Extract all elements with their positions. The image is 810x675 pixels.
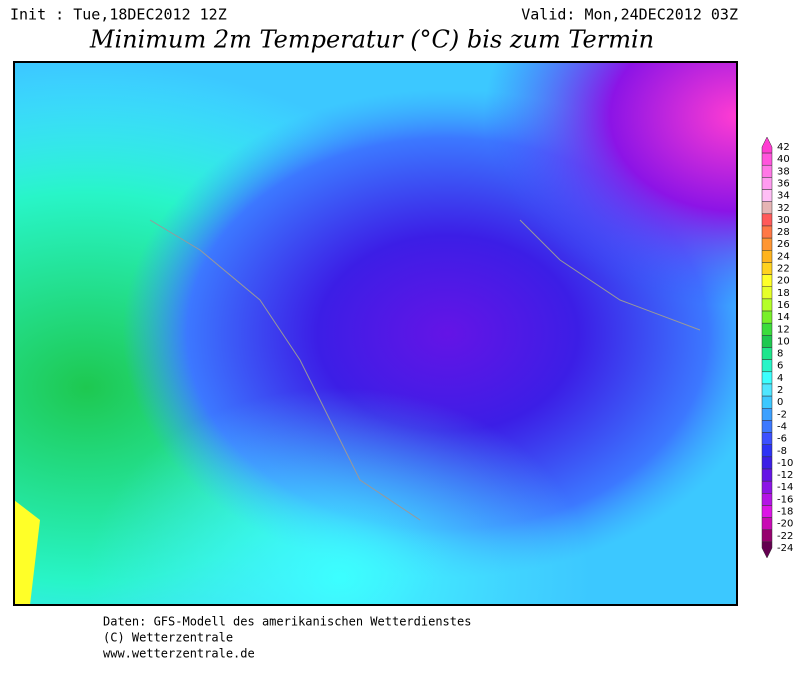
colorbar-label: 0	[777, 397, 783, 408]
colorbar-label: 38	[777, 166, 790, 177]
colorbar-segment	[761, 152, 773, 166]
coastline	[149, 219, 701, 521]
colorbar-label: -12	[777, 470, 793, 481]
colorbar-segment	[761, 359, 773, 373]
colorbar-label: 40	[777, 154, 790, 165]
valid-time: Valid: Mon,24DEC2012 03Z	[521, 6, 738, 24]
map-frame	[13, 61, 738, 606]
colorbar-segment	[761, 505, 773, 518]
colorbar-label: -20	[777, 519, 793, 530]
colorbar-segment	[761, 237, 773, 251]
footer-line: (C) Wetterzentrale	[103, 631, 233, 645]
colorbar-segment	[761, 274, 773, 287]
colorbar-segment	[761, 408, 773, 421]
colorbar-label: -24	[777, 543, 793, 554]
colorbar-segment	[761, 250, 773, 263]
colorbar-segment	[761, 444, 773, 458]
colorbar-segment	[761, 383, 773, 397]
colorbar-segment	[761, 310, 773, 324]
colorbar-label: 30	[777, 215, 790, 226]
colorbar-label: 10	[777, 336, 790, 347]
colorbar-label: -2	[777, 409, 787, 420]
footer-line: Daten: GFS-Modell des amerikanischen Wet…	[103, 615, 471, 629]
colorbar-segment	[761, 286, 773, 300]
colorbar-segment	[761, 177, 773, 190]
colorbar-segment	[761, 189, 773, 202]
colorbar-label: -10	[777, 458, 793, 469]
colorbar-label: 34	[777, 191, 790, 202]
colorbar-label: -8	[777, 446, 787, 457]
colorbar-label: 26	[777, 239, 790, 250]
colorbar-label: 20	[777, 276, 790, 287]
map	[13, 61, 738, 606]
colorbar-label: -22	[777, 531, 793, 542]
colorbar-label: 42	[777, 142, 790, 153]
init-time: Init : Tue,18DEC2012 12Z	[10, 6, 227, 24]
colorbar-label: 16	[777, 300, 790, 311]
colorbar-label: -6	[777, 434, 787, 445]
colorbar-segment	[761, 517, 773, 531]
colorbar-segment	[761, 164, 773, 178]
footer-line: www.wetterzentrale.de	[103, 647, 255, 661]
colorbar-label: 22	[777, 264, 790, 275]
colorbar-segment	[761, 201, 773, 215]
colorbar-segment	[761, 493, 773, 506]
colorbar-segment	[761, 225, 773, 239]
colorbar-segment	[761, 432, 773, 445]
map-title: Minimum 2m Temperatur (°C) bis zum Termi…	[89, 26, 654, 54]
colorbar-segment	[761, 347, 773, 360]
colorbar-label: 12	[777, 324, 790, 335]
colorbar-label: -16	[777, 494, 793, 505]
colorbar-label: 28	[777, 227, 790, 238]
colorbar-label: 4	[777, 373, 783, 384]
colorbar-segment	[761, 335, 773, 348]
map-field	[14, 62, 737, 605]
colorbar-label: -14	[777, 482, 793, 493]
colorbar-label: -18	[777, 507, 793, 518]
colorbar-segment	[761, 213, 773, 227]
map-field	[14, 500, 40, 605]
colorbar-label: 8	[777, 349, 783, 360]
colorbar-label: 14	[777, 312, 790, 323]
colorbar-segment	[761, 468, 773, 482]
colorbar-segment	[761, 420, 773, 433]
colorbar-label: 24	[777, 251, 790, 262]
colorbar-label: -4	[777, 421, 787, 432]
colorbar-segment	[761, 371, 773, 385]
colorbar-segment	[761, 262, 773, 275]
colorbar-label: 32	[777, 203, 790, 214]
colorbar-segment	[761, 480, 773, 494]
colorbar-segment	[761, 136, 773, 154]
colorbar-label: 18	[777, 288, 790, 299]
colorbar-segment	[761, 456, 773, 470]
colorbar-segment	[761, 298, 773, 312]
colorbar-segment	[761, 529, 773, 543]
colorbar: 424038363432302826242220181614121086420-…	[761, 136, 793, 559]
colorbar-label: 2	[777, 385, 783, 396]
colorbar-segment	[761, 395, 773, 409]
colorbar-segment	[761, 541, 773, 559]
colorbar-segment	[761, 322, 773, 336]
colorbar-label: 36	[777, 178, 790, 189]
colorbar-label: 6	[777, 361, 783, 372]
